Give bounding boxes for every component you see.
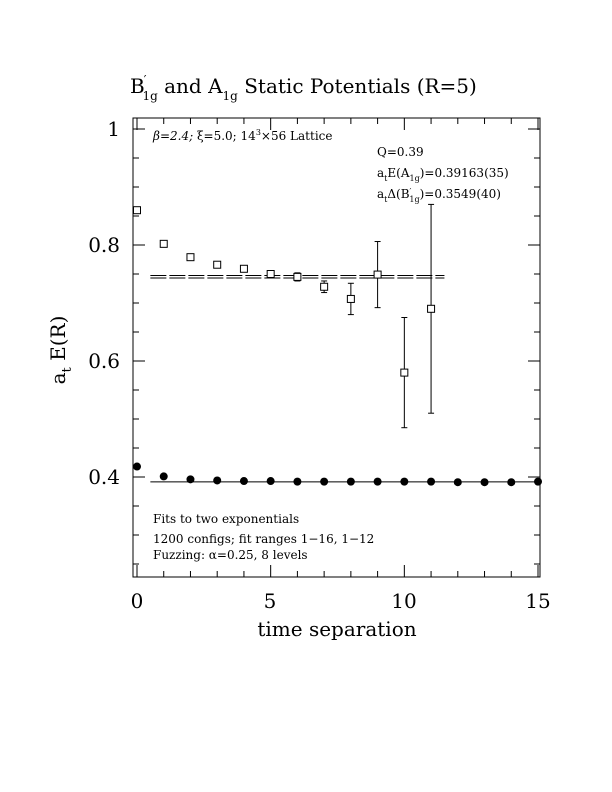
filled-circle-marker	[480, 478, 489, 487]
square-marker	[159, 239, 168, 248]
filled-circle-marker	[453, 478, 462, 487]
square-marker	[133, 206, 141, 215]
square-marker	[213, 260, 222, 269]
fit-lines	[150, 275, 538, 483]
b1g-gap-annotation: atΔ(B′ 1g)=0.3549(40)	[377, 187, 501, 204]
filled-circle-marker	[400, 477, 409, 486]
y-tick-label-0.4: 0.4	[88, 465, 120, 489]
square-marker	[346, 294, 355, 303]
fits-annotation-line1: Fits to two exponentials	[153, 512, 299, 526]
square-marker	[186, 253, 195, 262]
square-marker	[427, 304, 436, 313]
filled-circle-marker	[534, 477, 542, 486]
square-marker	[373, 270, 382, 279]
filled-circle-marker	[133, 462, 141, 471]
filled-circle-marker	[346, 477, 355, 486]
filled-circle-marker	[320, 477, 329, 486]
x-tick-label-15: 15	[525, 589, 550, 613]
square-marker	[293, 272, 302, 281]
filled-circle-marker	[507, 478, 516, 487]
lattice-annotation: β=2.4; ξ=5.0; 143×56 Lattice	[152, 128, 332, 143]
q-value-annotation: Q=0.39	[377, 145, 424, 159]
filled-circle-marker	[186, 475, 195, 484]
x-tick-label-0: 0	[131, 589, 144, 613]
a1g-energy-annotation: atE(A1g)=0.39163(35)	[377, 166, 509, 183]
axis-ticks	[133, 118, 540, 577]
x-tick-label-5: 5	[264, 589, 277, 613]
filled-circle-marker	[239, 477, 248, 486]
x-tick-labels: 0 5 10 15	[131, 589, 551, 613]
y-tick-label-0.8: 0.8	[88, 233, 120, 257]
y-tick-label-0.6: 0.6	[88, 349, 120, 373]
filled-circle-marker	[159, 472, 168, 481]
data-marks	[133, 203, 542, 487]
square-marker	[239, 264, 248, 273]
filled-circle-marker	[427, 477, 436, 486]
x-tick-label-10: 10	[391, 589, 416, 613]
square-marker	[266, 270, 275, 278]
y-axis-label: at E(R)	[46, 316, 75, 385]
y-tick-labels: 0.4 0.6 0.8 1	[88, 117, 120, 489]
square-marker	[400, 368, 409, 377]
fits-annotation-line2: 1200 configs; fit ranges 1−16, 1−12	[153, 532, 374, 546]
filled-circle-marker	[373, 477, 382, 486]
filled-circle-marker	[293, 477, 302, 486]
square-marker	[320, 282, 329, 291]
fits-annotation-line3: Fuzzing: α=0.25, 8 levels	[153, 548, 308, 562]
filled-circle-marker	[213, 476, 222, 485]
filled-circle-marker	[266, 477, 275, 486]
x-axis-label: time separation	[257, 617, 416, 641]
y-tick-label-1: 1	[107, 117, 120, 141]
chart-title: B′ 1g and A1g Static Potentials (R=5)	[130, 73, 477, 103]
plot-frame	[132, 117, 541, 578]
